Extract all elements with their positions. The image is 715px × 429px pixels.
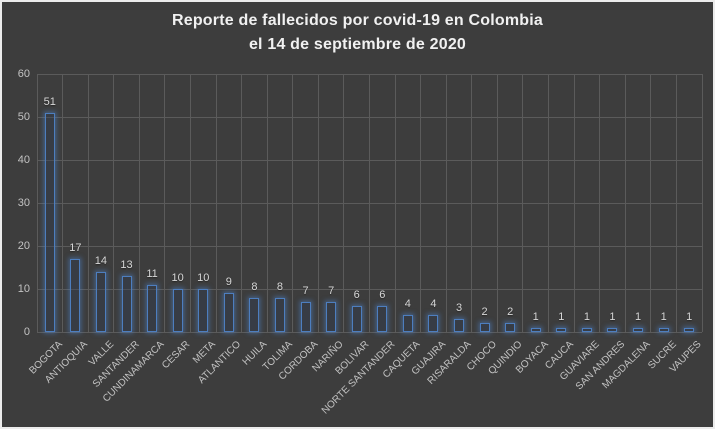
- bar-value-label: 1: [532, 311, 539, 323]
- y-tick-label: 30: [17, 197, 30, 209]
- bar: [402, 315, 413, 332]
- bar: [121, 276, 132, 332]
- v-gridline: [675, 74, 677, 332]
- v-gridline: [573, 74, 575, 332]
- bar-value-label: 3: [455, 302, 463, 314]
- bar-value-label: 2: [481, 306, 488, 318]
- y-tick-label: 20: [17, 240, 30, 252]
- bar: [581, 328, 592, 332]
- v-gridline: [87, 74, 89, 332]
- plot-area: 51 17 14 13 11 10 10 9 8 8 7 7 6 6 4 4 3 2 2 1 1 1 1 1 1 1: [36, 73, 703, 333]
- v-gridline: [317, 74, 319, 332]
- v-gridline: [496, 74, 498, 332]
- bar-value-label: 8: [276, 281, 284, 293]
- bar: [300, 302, 311, 332]
- bar: [44, 113, 55, 332]
- v-gridline: [420, 74, 422, 332]
- v-gridline: [215, 74, 217, 332]
- bar-value-label: 7: [302, 285, 309, 297]
- bar-value-label: 51: [43, 96, 56, 108]
- bar: [95, 272, 106, 332]
- v-gridline: [650, 74, 652, 332]
- v-gridline: [138, 74, 140, 332]
- bar: [147, 285, 158, 332]
- v-gridline: [599, 74, 601, 332]
- y-tick-label: 40: [17, 154, 30, 166]
- v-gridline: [113, 74, 115, 332]
- bar-value-label: 6: [379, 289, 386, 301]
- bar-value-label: 13: [120, 259, 133, 271]
- v-gridline: [266, 74, 268, 332]
- v-gridline: [62, 74, 64, 332]
- v-gridline: [241, 74, 243, 332]
- y-tick-label: 0: [23, 326, 30, 338]
- bar: [274, 298, 285, 332]
- v-gridline: [343, 74, 345, 332]
- y-tick-label: 60: [17, 68, 30, 80]
- bar: [607, 328, 618, 332]
- bar: [223, 293, 234, 332]
- x-category-label: CESAR: [160, 339, 193, 372]
- v-gridline: [292, 74, 294, 332]
- v-gridline: [701, 74, 703, 332]
- bar-value-label: 10: [197, 272, 210, 284]
- bar-value-label: 1: [634, 311, 642, 323]
- bar-value-label: 8: [251, 281, 258, 293]
- bar: [479, 323, 490, 332]
- bar-value-label: 2: [507, 306, 514, 318]
- bar: [70, 259, 81, 332]
- bar: [530, 328, 541, 332]
- v-gridline: [471, 74, 473, 332]
- bar: [633, 328, 644, 332]
- v-gridline: [394, 74, 396, 332]
- bar: [505, 323, 516, 332]
- bar-value-label: 6: [353, 289, 360, 301]
- v-gridline: [369, 74, 370, 332]
- bar-value-label: 9: [225, 276, 232, 288]
- bar-value-label: 1: [583, 311, 590, 323]
- bar: [684, 328, 695, 332]
- bar: [428, 315, 439, 332]
- bar-value-label: 14: [94, 255, 108, 267]
- v-gridline: [522, 74, 524, 332]
- bar-value-label: 4: [404, 298, 411, 310]
- bar: [556, 328, 567, 332]
- bar: [326, 302, 337, 332]
- v-gridline: [445, 74, 447, 332]
- bar-value-label: 7: [328, 285, 335, 297]
- y-tick-label: 10: [17, 283, 30, 295]
- chart-title-line2: el 14 de septiembre de 2020: [248, 36, 467, 53]
- v-gridline: [548, 74, 550, 332]
- bar-value-label: 1: [558, 311, 565, 323]
- bar: [377, 306, 388, 332]
- bar: [351, 306, 362, 332]
- h-gridline: [37, 331, 702, 333]
- bar-value-label: 10: [171, 272, 184, 284]
- bar: [198, 289, 209, 332]
- bar: [172, 289, 183, 332]
- bar-value-label: 4: [430, 298, 437, 310]
- y-tick-label: 50: [17, 111, 30, 123]
- chart-title: Reporte de fallecidos por covid-19 en Co…: [2, 9, 713, 57]
- bar: [658, 328, 669, 332]
- bar-value-label: 1: [660, 311, 667, 323]
- bar: [249, 298, 260, 332]
- bar-value-label: 17: [69, 242, 82, 254]
- bar-value-label: 1: [686, 311, 693, 323]
- v-gridline: [624, 74, 626, 332]
- bar: [454, 319, 465, 332]
- v-gridline: [164, 74, 166, 332]
- v-gridline: [36, 74, 38, 332]
- bar-value-label: 11: [146, 268, 158, 280]
- v-gridline: [189, 74, 191, 332]
- chart-title-line1: Reporte de fallecidos por covid-19 en Co…: [171, 12, 544, 29]
- bar-value-label: 1: [609, 311, 616, 323]
